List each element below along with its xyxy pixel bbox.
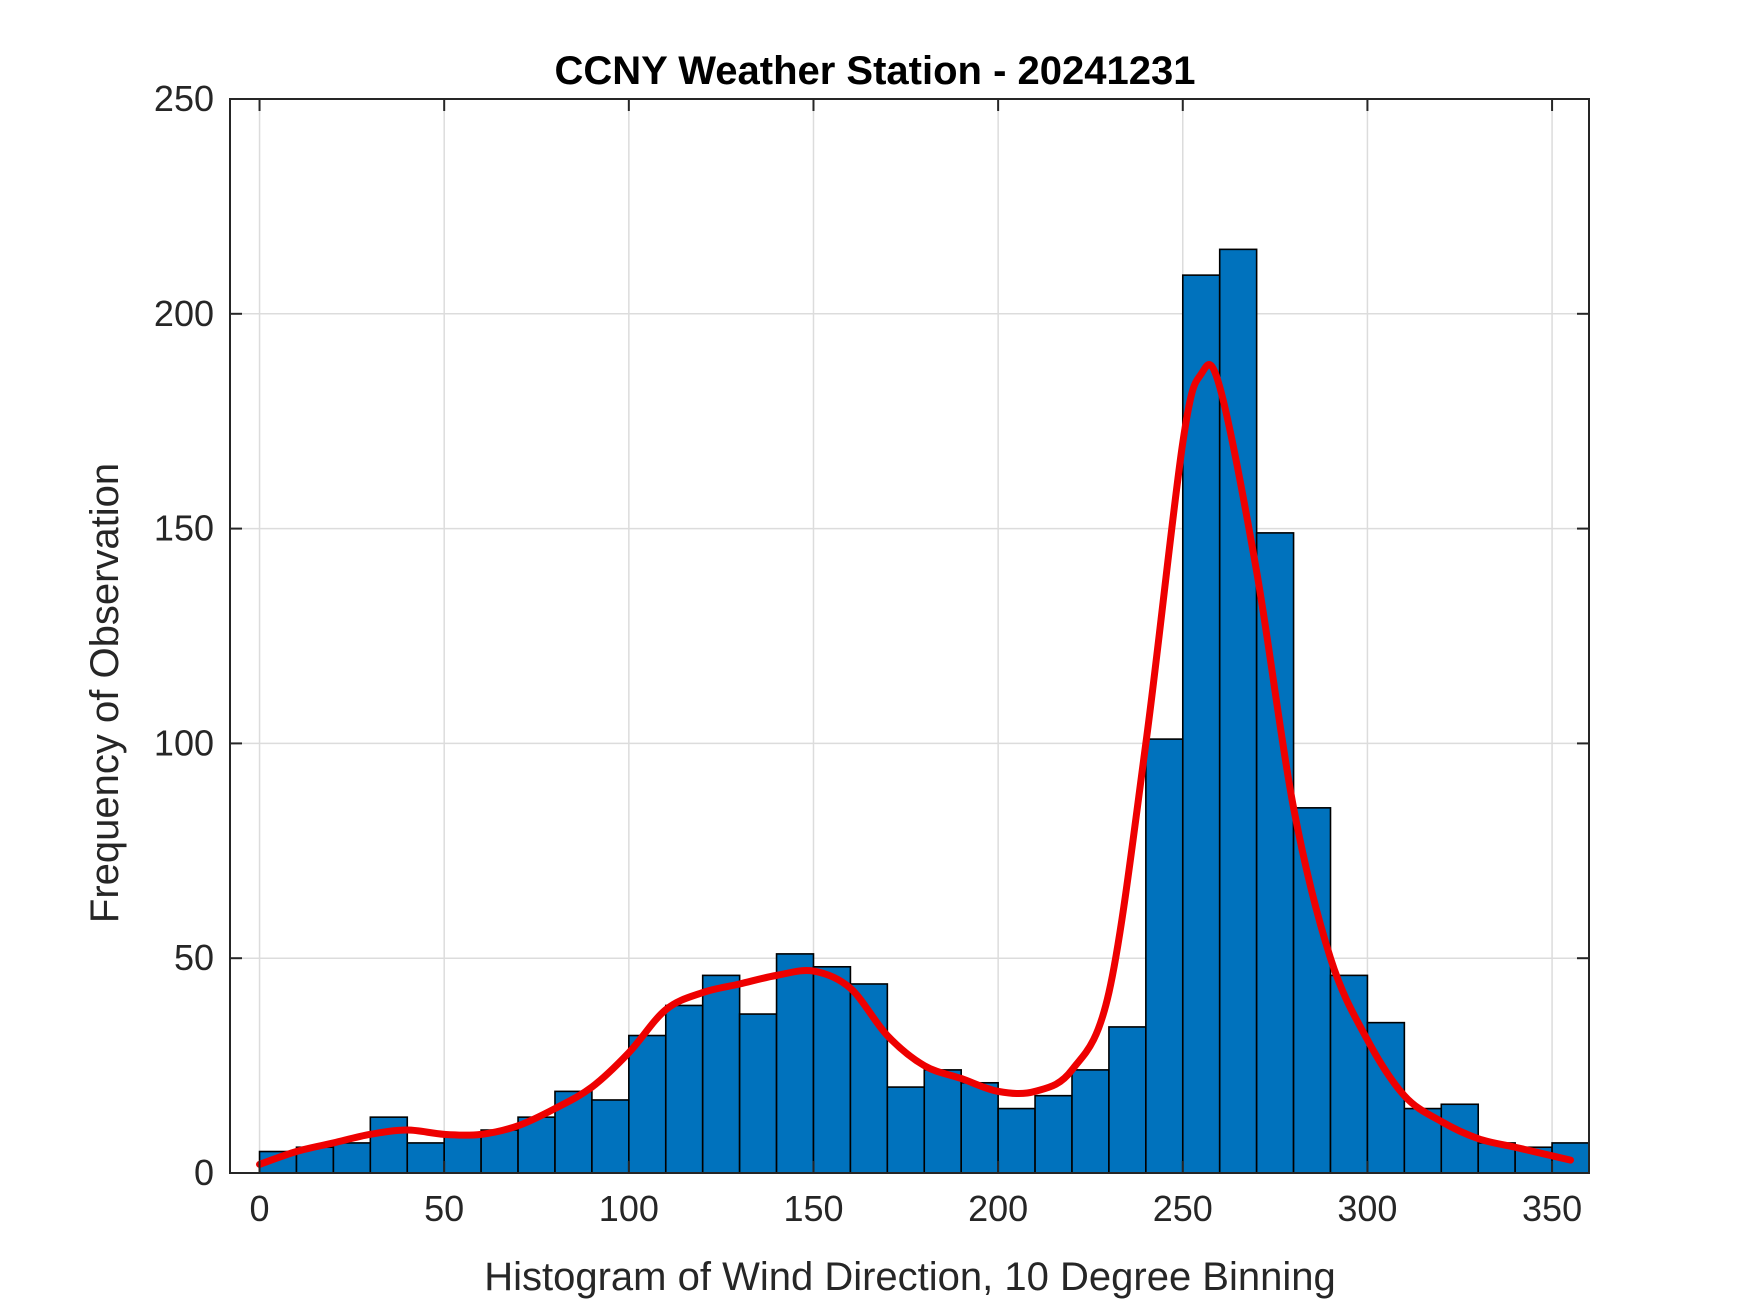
x-tick-label: 100 — [599, 1188, 659, 1229]
histogram-bar — [369, 1116, 409, 1174]
histogram-bar — [332, 1142, 372, 1174]
histogram-bar — [960, 1081, 999, 1174]
axis-ticks: 0 50 100 150 200 250 300 350 0 50 100 150 200 250 — [154, 78, 1589, 1229]
x-tick-label: 0 — [250, 1188, 270, 1229]
x-tick-label: 250 — [1153, 1188, 1213, 1229]
histogram-bar — [628, 1034, 667, 1174]
histogram-bar — [1145, 738, 1184, 1174]
histogram-bar — [443, 1133, 482, 1174]
grid-lines — [230, 98, 1589, 1174]
x-tick-label: 200 — [968, 1188, 1028, 1229]
density-fit-line — [256, 361, 1575, 1168]
histogram-bar — [1292, 807, 1332, 1174]
histogram-bar — [701, 974, 741, 1174]
histogram-bar — [812, 965, 852, 1174]
x-tick-label: 150 — [783, 1188, 843, 1229]
histogram-bars — [258, 248, 1590, 1174]
histogram-bar — [591, 1099, 630, 1174]
histogram-bar — [1108, 1026, 1147, 1174]
histogram-bar — [886, 1086, 926, 1174]
y-tick-label: 0 — [194, 1152, 214, 1193]
histogram-bar — [406, 1142, 445, 1174]
axes-box — [229, 98, 1590, 1174]
histogram-bar — [1218, 248, 1258, 1174]
x-tick-label: 350 — [1522, 1188, 1582, 1229]
histogram-bar — [664, 1004, 704, 1174]
x-tick-label: 50 — [424, 1188, 464, 1229]
histogram-bar — [923, 1069, 963, 1174]
y-tick-label: 200 — [154, 293, 214, 334]
histogram-bar — [738, 1013, 778, 1174]
y-tick-label: 250 — [154, 78, 214, 119]
x-axis-label: Histogram of Wind Direction, 10 Degree B… — [484, 1255, 1336, 1299]
y-tick-label: 150 — [154, 508, 214, 549]
chart-title: CCNY Weather Station - 20241231 — [555, 49, 1196, 93]
y-axis-label: Frequency of Observation — [83, 463, 127, 923]
histogram-bar — [775, 953, 815, 1174]
y-tick-label: 50 — [174, 937, 214, 978]
histogram-bar — [1034, 1094, 1073, 1174]
y-tick-label: 100 — [154, 722, 214, 763]
histogram-bar — [1329, 974, 1369, 1174]
histogram-bar — [1071, 1069, 1110, 1174]
histogram-bar — [997, 1107, 1036, 1174]
histogram-bar — [1255, 532, 1295, 1174]
x-tick-label: 300 — [1337, 1188, 1397, 1229]
